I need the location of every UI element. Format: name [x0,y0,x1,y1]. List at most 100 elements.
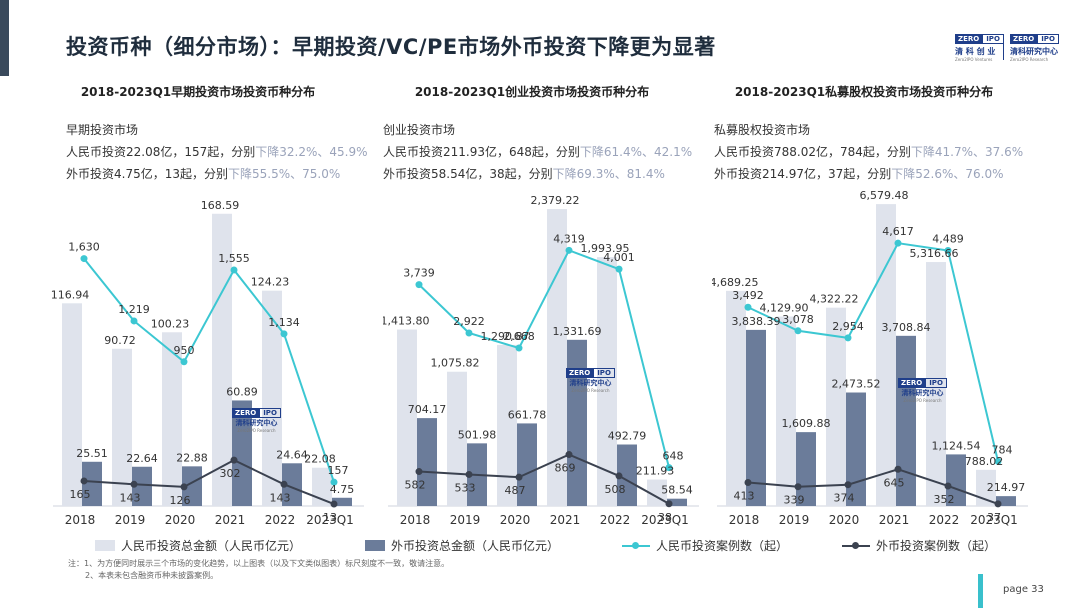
panel-title-pe: 2018-2023Q1私募股权投资市场投资币种分布 [734,85,994,99]
label-fx-count: 508 [605,483,626,496]
fx-count-point [994,500,1002,508]
bar-fx-amount [282,463,302,506]
x-tick-label: 2018 [729,513,760,527]
rmb-count-point [230,266,238,274]
label-rmb-count: 4,319 [553,232,585,245]
label-fx-amount: 661.78 [508,408,547,421]
bar-fx-amount [746,329,766,506]
label-rmb-count: 784 [992,443,1013,456]
rmb-count-point [180,358,188,366]
x-tick-label: 2018 [65,513,96,527]
bar-rmb-amount [876,204,896,506]
legend-fx-count: 外币投资案例数（起） [842,537,996,554]
fx-count-point [465,470,473,478]
panel-market-early: 早期投资市场 [66,123,139,137]
footnote-2: 2、本表未包含融资币种未披露案例。 [85,571,219,580]
label-rmb-count: 648 [663,450,684,463]
fx-count-point [744,478,752,486]
x-tick-label: 2021 [215,513,246,527]
label-rmb-count: 3,492 [732,289,764,302]
label-rmb-count: 157 [328,464,349,477]
panel-rmb-summary-pe: 人民币投资788.02亿，784起，分别下降41.7%、37.6% [714,145,1024,159]
legend-swatch [622,540,650,551]
bar-fx-amount [567,339,587,506]
logo-ipo-text: IPO [1037,34,1059,44]
label-fx-amount: 1,124.54 [932,439,981,452]
label-fx-count: 869 [555,462,576,475]
label-fx-amount: 704.17 [408,403,447,416]
panel-title-early: 2018-2023Q1早期投资市场投资币种分布 [80,85,316,99]
zero2ipo-ventures-logo: ZERO IPO 清 科 创 业 Zero2IPO Ventures [955,34,1004,62]
x-tick-label: 2020 [165,513,196,527]
legend-swatch [365,540,385,551]
x-tick-label: 2023Q1 [641,513,689,527]
rmb-count-point [80,255,88,263]
label-fx-amount: 501.98 [458,428,497,441]
x-tick-label: 2019 [450,513,481,527]
fx-count-line [418,453,670,505]
panel-rmb-summary-vc: 人民币投资211.93亿，648起，分别下降61.4%、42.1% [383,145,693,159]
bar-rmb-amount [597,257,617,506]
page-title: 投资币种（细分市场）：早期投资/VC/PE市场外币投资下降更为显著 [66,35,716,59]
fx-count-point [894,465,902,473]
rmb-count-point [415,281,423,289]
logo-separator [1003,36,1004,60]
rmb-count-line [747,242,999,462]
panel-market-vc: 创业投资市场 [383,123,456,137]
bar-fx-amount [82,461,102,506]
label-fx-count: 533 [455,481,476,494]
bar-fx-amount [132,466,152,506]
fx-count-point [665,500,673,508]
panel-fx-summary-early: 外币投资4.75亿，13起，分别下降55.5%、75.0% [66,167,341,181]
bar-fx-amount [617,444,637,506]
x-tick-label: 2021 [879,513,910,527]
fx-count-line [83,459,335,505]
rmb-count-point [280,330,288,338]
label-fx-count: 165 [70,488,91,501]
label-fx-amount: 4.75 [330,483,355,496]
label-rmb-amount: 1,075.82 [431,357,480,370]
bar-rmb-amount [926,262,946,506]
label-rmb-amount: 22.08 [304,453,336,466]
rmb-count-point [994,457,1002,465]
label-fx-amount: 22.88 [176,451,208,464]
x-tick-label: 2022 [265,513,296,527]
label-fx-amount: 214.97 [987,481,1026,494]
label-rmb-count: 4,489 [932,232,964,245]
chart-early-investment: 116.94 25.51 1,630 165 2018 90.72 22.64 1,219 14… [51,199,364,527]
rmb-count-point [794,327,802,335]
label-fx-amount: 60.89 [226,385,258,398]
research-watermark-logo: ZERO IPO 清科研究中心 Zero2IPO Research [232,408,281,433]
label-rmb-amount: 1,413.80 [383,315,429,328]
rmb-count-point [665,464,673,472]
label-fx-count: 126 [170,494,191,507]
label-rmb-count: 950 [174,344,195,357]
fx-count-line [747,468,999,505]
bar-rmb-amount [62,303,82,506]
label-fx-count: 143 [120,491,141,504]
label-rmb-count: 2,668 [503,330,535,343]
label-rmb-amount: 2,379.22 [531,194,580,207]
fx-count-point [330,500,338,508]
bar-fx-amount [996,496,1016,506]
bar-fx-amount [417,418,437,506]
rmb-count-point [330,478,338,486]
rmb-count-point [844,334,852,342]
label-fx-amount: 1,331.69 [553,325,602,338]
label-rmb-amount: 90.72 [104,334,136,347]
bar-rmb-amount [497,344,517,506]
bar-rmb-amount [447,371,467,506]
fx-count-point [230,456,238,464]
label-fx-count: 302 [220,467,241,480]
logo-en-text: Zero2IPO Research [1010,57,1049,62]
panel-fx-summary-vc: 外币投资58.54亿，38起，分别下降69.3%、81.4% [383,167,665,181]
bar-fx-amount [517,423,537,506]
legend-rmb-amount: 人民币投资总金额（人民币亿元） [95,537,301,554]
logo-zero-text: ZERO [1010,34,1038,44]
page-number: page 33 [1003,584,1044,595]
bar-rmb-amount [726,290,746,506]
label-fx-count: 37 [987,511,1001,524]
label-rmb-amount: 4,322.22 [810,293,859,306]
fx-count-point [80,477,88,485]
logo-cn-text: 清 科 创 业 [955,47,996,56]
